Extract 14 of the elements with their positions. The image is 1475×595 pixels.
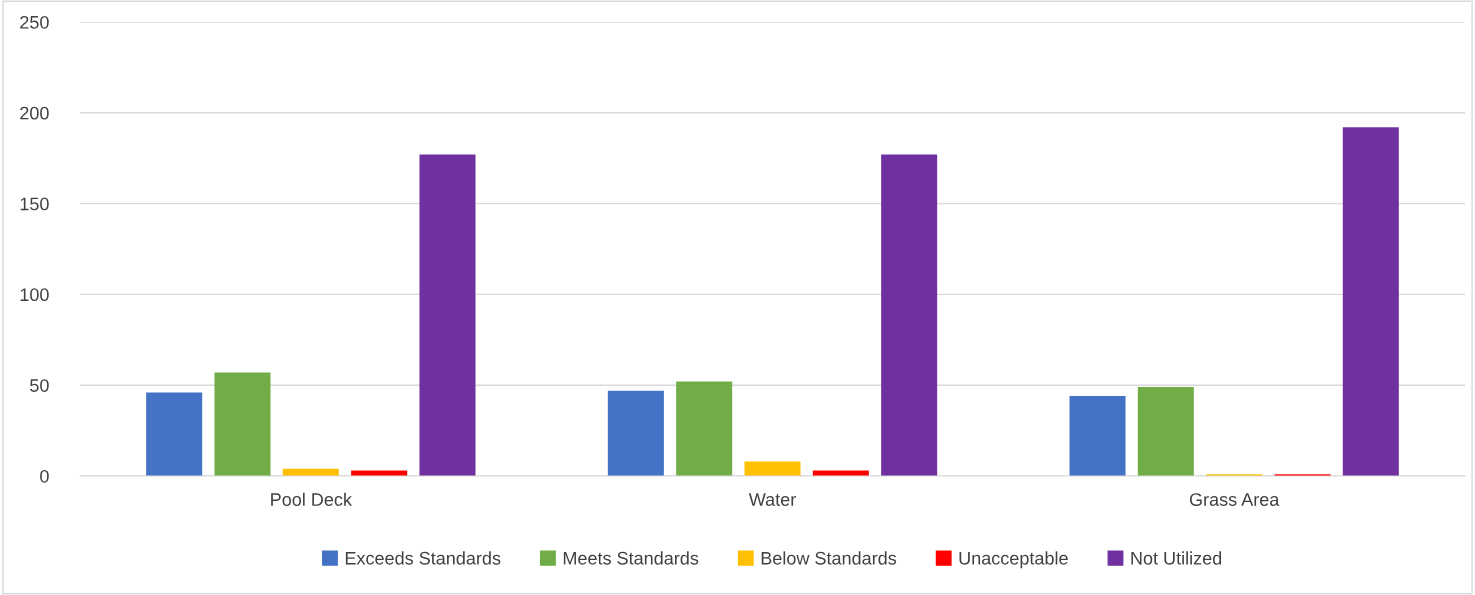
x-tick-label: Water [748, 493, 796, 506]
y-tick-label: 250 [20, 15, 49, 29]
legend-label: Meets Standards [563, 551, 699, 565]
y-tick-label: 50 [30, 379, 49, 392]
y-tick-label: 0 [40, 469, 49, 483]
y-tick-label: 150 [20, 197, 49, 211]
legend-label: Not Utilized [1131, 551, 1222, 565]
y-tick-label: 200 [20, 106, 49, 120]
x-tick-label: Pool Deck [271, 492, 352, 506]
x-tick-label: Grass Area [1189, 493, 1280, 506]
legend-label: Below Standards [761, 551, 897, 565]
y-tick-label: 100 [20, 288, 49, 302]
legend-label: Unacceptable [959, 551, 1068, 569]
legend-label: Exceeds Standards [345, 551, 501, 565]
